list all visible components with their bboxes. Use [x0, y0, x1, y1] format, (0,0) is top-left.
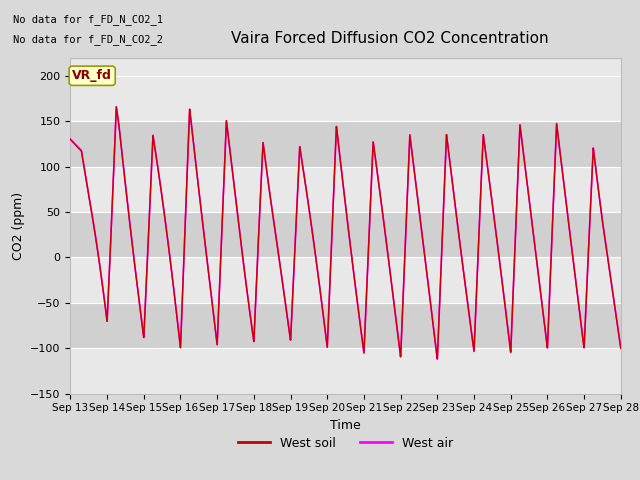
- West air: [433, 356, 441, 362]
- West soil: [113, 104, 120, 110]
- West air: [113, 104, 120, 109]
- Y-axis label: CO2 (ppm): CO2 (ppm): [12, 192, 25, 260]
- Text: No data for f_FD_N_CO2_2: No data for f_FD_N_CO2_2: [13, 34, 163, 45]
- Title: Vaira Forced Diffusion CO2 Concentration: Vaira Forced Diffusion CO2 Concentration: [231, 31, 548, 46]
- West soil: [617, 346, 625, 351]
- Text: VR_fd: VR_fd: [72, 69, 112, 82]
- West air: [397, 354, 404, 360]
- West air: [67, 136, 74, 142]
- West soil: [67, 136, 74, 142]
- Text: No data for f_FD_N_CO2_1: No data for f_FD_N_CO2_1: [13, 14, 163, 25]
- Bar: [70, 212, 621, 257]
- Bar: [70, 348, 621, 394]
- West soil: [477, 176, 485, 181]
- West air: [166, 259, 174, 264]
- West soil: [424, 283, 432, 289]
- West soil: [166, 259, 174, 265]
- Bar: [70, 76, 621, 121]
- West soil: [519, 148, 527, 154]
- West air: [424, 283, 432, 289]
- X-axis label: Time: Time: [330, 419, 361, 432]
- West air: [519, 148, 527, 154]
- Bar: [70, 167, 621, 212]
- Legend: West soil, West air: West soil, West air: [234, 432, 458, 455]
- Bar: [70, 303, 621, 348]
- West soil: [277, 267, 285, 273]
- Bar: [70, 257, 621, 303]
- Bar: [70, 121, 621, 167]
- West air: [617, 345, 625, 351]
- West air: [477, 176, 485, 182]
- West air: [277, 267, 285, 273]
- West soil: [397, 354, 404, 360]
- Line: West soil: West soil: [70, 107, 621, 359]
- West soil: [433, 356, 441, 362]
- Line: West air: West air: [70, 107, 621, 359]
